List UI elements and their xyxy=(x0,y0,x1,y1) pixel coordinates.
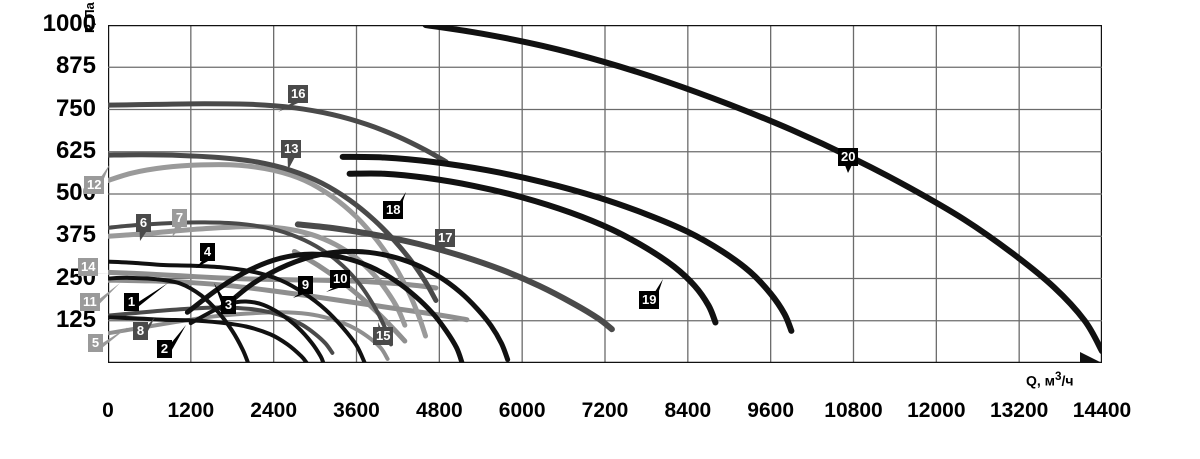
x-tick-label-13200: 13200 xyxy=(989,399,1049,422)
y-tick-label-375: 375 xyxy=(55,221,96,249)
y-tick-label-625: 625 xyxy=(55,136,96,164)
curve-label-7: 7 xyxy=(172,209,187,227)
x-tick-label-1200: 1200 xyxy=(167,399,215,422)
curves-svg xyxy=(108,25,1102,363)
x-axis-arrow-icon xyxy=(1080,352,1102,363)
curve-9 xyxy=(184,251,465,363)
x-tick-label-4800: 4800 xyxy=(415,399,463,422)
curve-label-11: 11 xyxy=(80,293,100,311)
curve-label-12: 12 xyxy=(84,176,105,194)
curve-label-16: 16 xyxy=(288,85,309,103)
curve-label-9: 9 xyxy=(298,276,313,294)
curve-10 xyxy=(219,248,511,363)
curve-5 xyxy=(108,310,390,361)
x-tick-label-0: 0 xyxy=(102,399,114,422)
curve-label-4: 4 xyxy=(200,243,215,261)
curve-label-1: 1 xyxy=(124,293,139,311)
x-tick-label-3600: 3600 xyxy=(333,399,380,422)
y-tick-label-1000: 1000 xyxy=(42,10,96,37)
y-tick-label-875: 875 xyxy=(55,52,96,80)
x-tick-label-14400: 14400 xyxy=(1072,399,1132,422)
curve-18 xyxy=(346,170,719,326)
curve-label-20: 20 xyxy=(838,148,859,166)
curve-label-17: 17 xyxy=(435,229,456,247)
curve-20 xyxy=(422,25,1102,355)
curve-label-8: 8 xyxy=(133,322,148,340)
curve-label-19: 19 xyxy=(639,291,660,309)
x-tick-label-12000: 12000 xyxy=(907,399,966,422)
curve-label-15: 15 xyxy=(373,327,394,345)
curve-17 xyxy=(294,221,615,333)
x-axis-title: Q, м3/ч xyxy=(1026,370,1074,389)
curve-label-3: 3 xyxy=(221,296,236,314)
y-tick-label-750: 750 xyxy=(55,94,96,122)
y-tick-label-500: 500 xyxy=(55,179,96,206)
x-tick-label-8400: 8400 xyxy=(664,399,712,422)
curve-label-2: 2 xyxy=(157,340,172,358)
curve-label-10: 10 xyxy=(330,270,351,288)
curve-1 xyxy=(108,275,251,363)
curve-6 xyxy=(108,220,394,347)
x-tick-label-6000: 6000 xyxy=(498,399,546,422)
curve-8 xyxy=(108,305,335,355)
x-tick-label-2400: 2400 xyxy=(250,399,298,422)
curve-label-14: 14 xyxy=(78,258,99,276)
curve-label-13: 13 xyxy=(281,140,302,158)
curve-label-18: 18 xyxy=(383,201,404,219)
plot-area xyxy=(108,25,1102,363)
x-tick-label-10800: 10800 xyxy=(824,399,883,422)
curve-19 xyxy=(339,153,795,334)
curve-16 xyxy=(108,101,449,165)
curve-15 xyxy=(291,248,408,344)
curve-label-5: 5 xyxy=(88,334,103,352)
x-tick-label-7200: 7200 xyxy=(581,399,629,422)
y-tick-label-125: 125 xyxy=(55,305,96,333)
x-tick-label-9600: 9600 xyxy=(747,399,795,422)
curve-label-6: 6 xyxy=(136,214,151,232)
